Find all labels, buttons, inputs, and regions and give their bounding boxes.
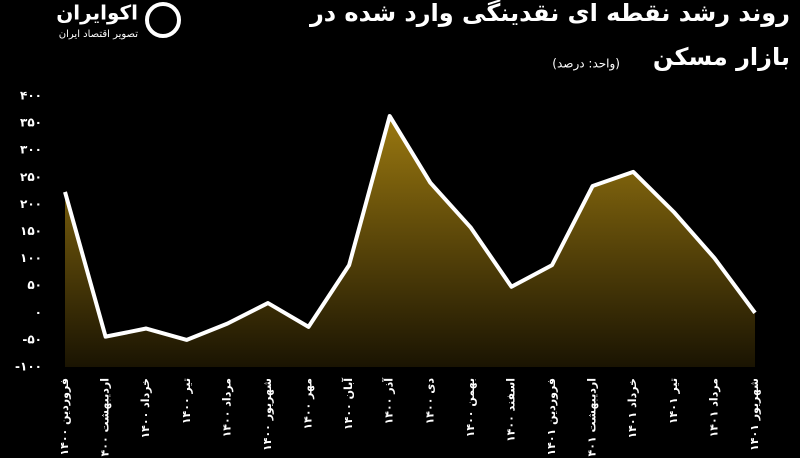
x-tick-label: شهریور ۱۴۰۰ [261, 378, 274, 451]
x-tick-label: تیر ۱۴۰۱ [667, 378, 680, 424]
y-tick-label: ۵۰ [27, 278, 42, 292]
chart-title: بازار مسکن [653, 43, 790, 71]
x-tick-label: دی ۱۴۰۰ [423, 378, 436, 425]
y-tick-label: -۱۰۰ [15, 360, 42, 374]
x-tick-label: مرداد ۱۴۰۰ [220, 378, 233, 437]
x-tick-label: شهریور ۱۴۰۱ [748, 378, 761, 451]
x-tick-label: اردیبهشت ۱۴۰۱ [586, 378, 599, 458]
x-tick-label: خرداد ۱۴۰۱ [626, 378, 639, 439]
logo-tagline: تصویر اقتصاد ایران [59, 29, 138, 40]
y-tick-label: ۳۰۰ [20, 143, 42, 157]
x-tick-label: مهر ۱۴۰۰ [302, 378, 315, 430]
logo-name: اکوایران [56, 1, 138, 25]
x-tick-label: فروردین ۱۴۰۱ [545, 378, 558, 456]
y-tick-label: ۴۰۰ [20, 89, 42, 103]
y-tick-label: ۱۰۰ [20, 251, 42, 265]
y-tick-label: -۵۰ [22, 332, 42, 346]
x-tick-label: بهمن ۱۴۰۰ [464, 378, 477, 437]
logo-icon [145, 2, 181, 38]
x-tick-label: خرداد ۱۴۰۰ [139, 378, 152, 439]
logo: اکوایران تصویر اقتصاد ایران [56, 1, 181, 40]
area [65, 116, 755, 367]
line [63, 114, 757, 342]
x-tick-label: فروردین ۱۴۰۰ [58, 378, 71, 456]
chart-title: روند رشد نقطه ای نقدینگی وارد شده در [309, 0, 790, 27]
chart-subtitle: (واحد: درصد) [552, 57, 620, 72]
y-tick-label: ۲۵۰ [20, 170, 42, 184]
x-tick-label: اسفند ۱۴۰۰ [504, 378, 517, 442]
x-tick-label: اردیبهشت ۱۴۰۰ [99, 378, 112, 458]
x-tick-label: آبان ۱۴۰۰ [341, 378, 355, 430]
x-tick-label: تیر ۱۴۰۰ [180, 378, 193, 424]
y-tick-label: ۳۵۰ [20, 116, 42, 130]
x-tick-label: مرداد ۱۴۰۱ [707, 378, 720, 437]
x-tick-label: آذر ۱۴۰۰ [382, 378, 396, 425]
y-tick-label: ۱۵۰ [20, 224, 42, 238]
y-tick-label: ۰ [35, 305, 42, 319]
y-tick-label: ۲۰۰ [20, 197, 42, 211]
